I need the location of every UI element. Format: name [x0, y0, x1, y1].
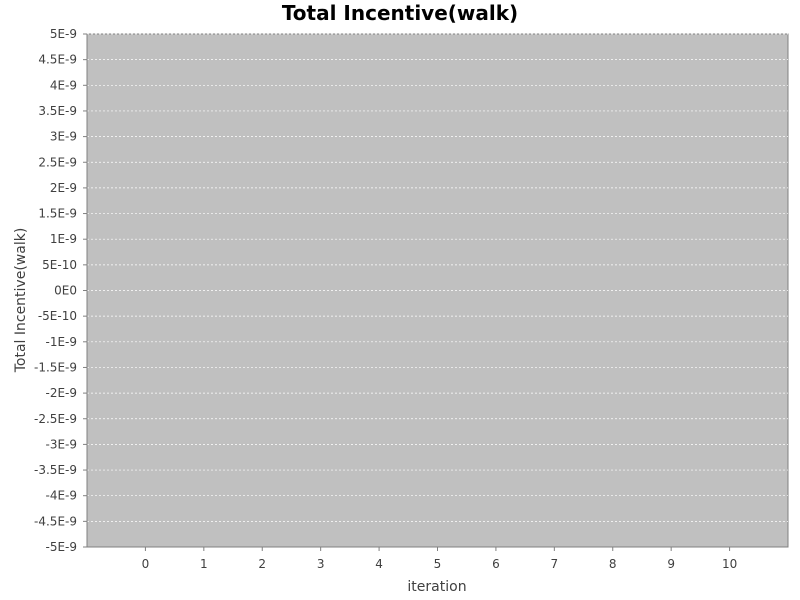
y-tick-label: -5E-9: [45, 540, 77, 554]
x-tick-label: 10: [722, 557, 737, 571]
y-tick-label: -5E-10: [38, 309, 77, 323]
y-tick-label: -2.5E-9: [34, 412, 77, 426]
y-tick-label: 2.5E-9: [38, 155, 77, 169]
x-tick-label: 0: [142, 557, 150, 571]
x-axis: 0 1 2 3 4 5 6 7 8 9 10: [87, 546, 788, 571]
chart-title: Total Incentive(walk): [282, 1, 518, 25]
x-tick-label: 4: [375, 557, 383, 571]
x-tick-label: 2: [258, 557, 266, 571]
x-tick-label: 1: [200, 557, 208, 571]
y-tick-label: 3.5E-9: [38, 104, 77, 118]
x-tick-label: 6: [492, 557, 500, 571]
y-tick-label: 1E-9: [50, 232, 77, 246]
y-tick-label: 0E0: [54, 284, 77, 298]
y-tick-label: 2E-9: [50, 181, 77, 195]
y-tick-label: 5E-10: [42, 258, 77, 272]
y-tick-label: -2E-9: [45, 386, 77, 400]
y-tick-label: 4E-9: [50, 78, 77, 92]
y-tick-label: -1E-9: [45, 335, 77, 349]
x-tick-label: 3: [317, 557, 325, 571]
y-tick-label: -4E-9: [45, 489, 77, 503]
y-tick-label: -1.5E-9: [34, 360, 77, 374]
x-tick-label: 7: [551, 557, 559, 571]
y-axis: 5E-9 4.5E-9 4E-9 3.5E-9 3E-9 2.5E-9 2E-9 1.5E-9…: [34, 27, 88, 554]
y-tick-label: 3E-9: [50, 130, 77, 144]
y-tick-label: -3E-9: [45, 437, 77, 451]
y-axis-label: Total Incentive(walk): [13, 228, 29, 374]
y-tick-label: -4.5E-9: [34, 514, 77, 528]
x-tick-label: 5: [434, 557, 442, 571]
y-tick-label: -3.5E-9: [34, 463, 77, 477]
x-tick-label: 9: [667, 557, 675, 571]
grid-lines: [87, 33, 788, 548]
y-tick-label: 5E-9: [50, 27, 77, 41]
y-tick-label: 1.5E-9: [38, 207, 77, 221]
x-tick-label: 8: [609, 557, 617, 571]
y-tick-label: 4.5E-9: [38, 53, 77, 67]
x-axis-label: iteration: [407, 579, 466, 595]
